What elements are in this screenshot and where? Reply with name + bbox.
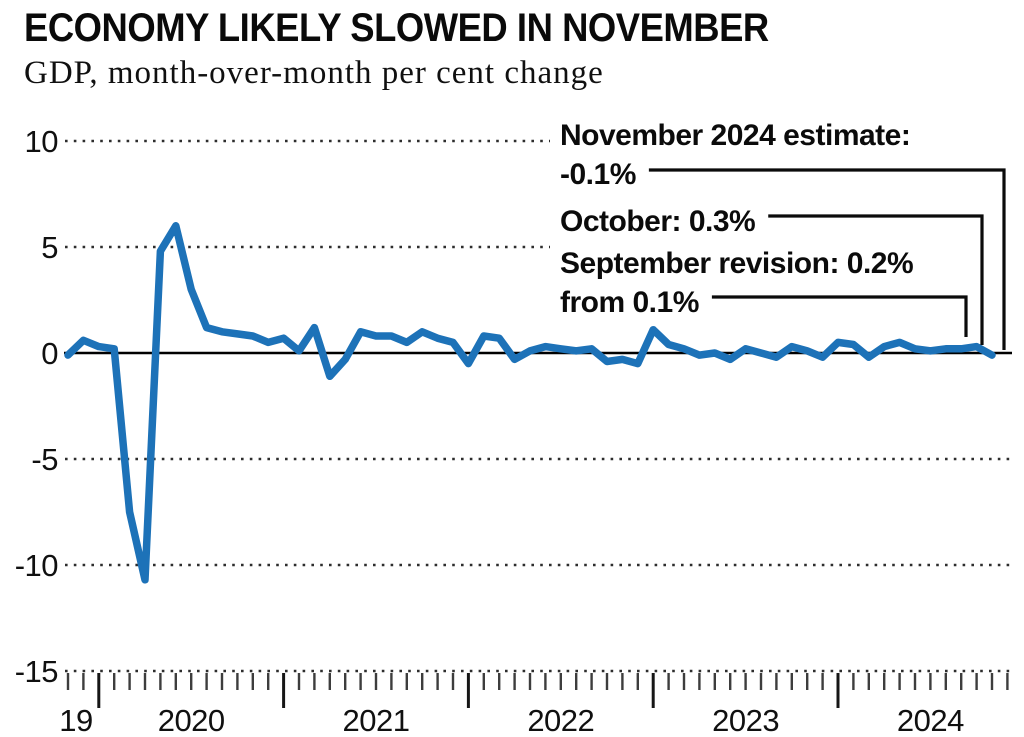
x-year-label: 19: [59, 703, 92, 737]
x-year-label: 2020: [158, 703, 225, 737]
y-tick-label: -10: [15, 548, 59, 583]
annotation-leader-line: [648, 168, 1006, 350]
y-tick-label: 5: [41, 230, 58, 265]
x-year-label: 2023: [712, 703, 779, 737]
annotation-text: -0.1%: [560, 158, 636, 191]
gridlines: [65, 139, 1012, 673]
annotation-text: from 0.1%: [560, 286, 699, 319]
x-axis-labels: 19 2020 2021 2022 2023 2024: [59, 703, 964, 737]
annotation-text: November 2024 estimate:: [560, 119, 910, 152]
annotation-text: September revision: 0.2%: [560, 247, 913, 280]
y-tick-label: 10: [25, 124, 59, 159]
x-year-label: 2024: [897, 703, 964, 737]
gdp-series-line: [64, 222, 996, 584]
y-axis-labels: 10 5 0 -5 -10 -15: [15, 124, 59, 689]
x-year-label: 2022: [527, 703, 594, 737]
chart-subtitle: GDP, month-over-month per cent change: [24, 55, 604, 91]
annotations: November 2024 estimate: -0.1% October: 0.3…: [560, 119, 1006, 350]
chart-title: ECONOMY LIKELY SLOWED IN NOVEMBER: [24, 6, 769, 50]
annotation-leader-line: [768, 214, 984, 345]
annotation-leader-line: [711, 295, 968, 337]
y-tick-label: 0: [41, 336, 58, 371]
y-tick-label: -5: [31, 442, 58, 477]
annotation-text: October: 0.3%: [560, 205, 755, 238]
x-axis-ruler: [66, 673, 1009, 708]
y-tick-label: -15: [15, 654, 58, 689]
x-year-label: 2021: [343, 703, 410, 737]
